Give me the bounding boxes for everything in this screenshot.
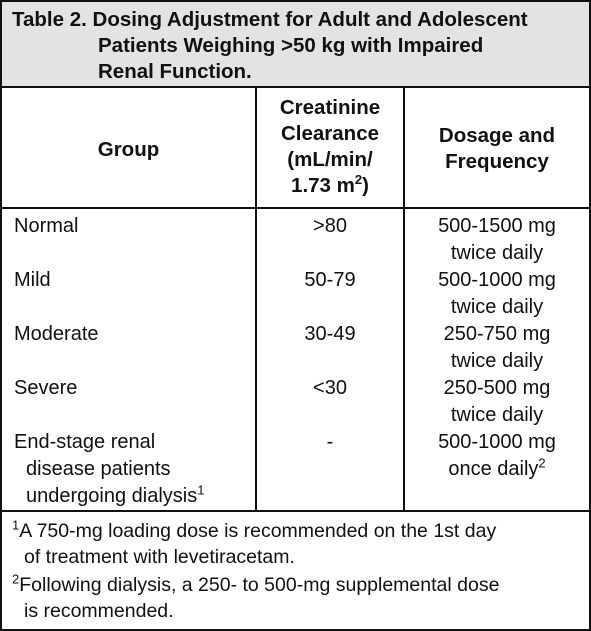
column-divider-1 (255, 88, 257, 510)
footnote-2-line-1: 2Following dialysis, a 250- to 500-mg su… (12, 572, 499, 598)
footnote-2-mark: 2 (12, 571, 20, 587)
header-clearance: Creatinine Clearance (mL/min/ 1.73 m2) (257, 95, 403, 199)
header-clearance-line-1: Creatinine (279, 96, 381, 119)
row-mild-clearance: 50-79 (304, 269, 356, 291)
row-mild-group: Mild (14, 269, 51, 291)
row-severe-clearance: <30 (313, 377, 347, 399)
title-line-3: Renal Function. (98, 60, 252, 83)
title-line-2: Patients Weighing >50 kg with Impaired (98, 34, 484, 57)
row-mild-dosage: 500-1000 mg twice daily (405, 267, 589, 321)
footnote-1-line-2: of treatment with levetiracetam. (24, 546, 295, 568)
footnote-rule (2, 510, 589, 512)
header-clearance-line-3: (mL/min/ (287, 148, 373, 171)
header-clearance-unit: 1.73 m (291, 174, 355, 197)
header-dosage-line-1: Dosage and (438, 124, 556, 147)
footnote-2-line-2: is recommended. (24, 600, 174, 622)
footnote-2-line-1-text: Following dialysis, a 250- to 500-mg sup… (19, 574, 500, 596)
row-endstage-clearance: - (326, 431, 334, 453)
row-normal-group: Normal (14, 215, 79, 237)
row-endstage-dosage-line-2: once daily2 (405, 456, 589, 483)
row-normal-dosage-line-1: 500-1500 mg (438, 215, 556, 237)
row-normal-clearance: >80 (313, 215, 347, 237)
row-normal-dosage: 500-1500 mg twice daily (405, 213, 589, 267)
header-dosage: Dosage and Frequency (405, 123, 589, 175)
row-severe-group: Severe (14, 377, 78, 399)
header-clearance-close: ) (362, 174, 369, 197)
header-group: Group (97, 138, 160, 161)
row-moderate-dosage-line-1: 250-750 mg (443, 323, 551, 345)
row-severe-dosage-line-1: 250-500 mg (443, 377, 551, 399)
row-moderate-group: Moderate (14, 323, 99, 345)
row-moderate-clearance: 30-49 (304, 323, 356, 345)
footnote-1-line-1-text: A 750-mg loading dose is recommended on … (19, 520, 497, 542)
row-endstage-dosage-line-2-text: once daily (448, 458, 539, 480)
row-endstage-group-line-3-text: undergoing dialysis (26, 485, 198, 507)
table-title: Table 2. Dosing Adjustment for Adult and… (2, 2, 589, 88)
row-endstage-dosage: 500-1000 mg once daily2 (405, 429, 589, 483)
row-moderate-dosage-line-2: twice daily (450, 350, 544, 372)
footnote-1-line-1: 1A 750-mg loading dose is recommended on… (12, 518, 496, 544)
header-dosage-line-2: Frequency (445, 150, 549, 173)
row-normal-dosage-line-2: twice daily (450, 242, 544, 264)
row-endstage-group-line-2: disease patients (26, 458, 171, 480)
row-endstage-group-footnote-mark: 1 (197, 482, 205, 498)
title-line-1: Table 2. Dosing Adjustment for Adult and… (12, 8, 528, 31)
row-endstage-group: End-stage renal disease patients undergo… (14, 429, 204, 510)
header-clearance-exponent: 2 (354, 172, 363, 188)
row-mild-dosage-line-1: 500-1000 mg (438, 269, 556, 291)
row-severe-dosage-line-2: twice daily (450, 404, 544, 426)
header-clearance-line-4: 1.73 m2) (257, 173, 403, 199)
footnote-1: 1A 750-mg loading dose is recommended on… (12, 518, 496, 570)
header-rule (2, 207, 589, 209)
row-severe-dosage: 250-500 mg twice daily (405, 375, 589, 429)
row-endstage-group-line-1: End-stage renal (14, 431, 156, 453)
row-mild-dosage-line-2: twice daily (450, 296, 544, 318)
row-endstage-group-line-3: undergoing dialysis1 (14, 483, 204, 510)
footnote-1-mark: 1 (12, 517, 20, 533)
row-endstage-dosage-footnote-mark: 2 (538, 455, 546, 471)
header-clearance-line-2: Clearance (280, 122, 379, 145)
row-endstage-dosage-line-1: 500-1000 mg (438, 431, 556, 453)
footnote-2: 2Following dialysis, a 250- to 500-mg su… (12, 572, 499, 624)
row-moderate-dosage: 250-750 mg twice daily (405, 321, 589, 375)
column-divider-2 (403, 88, 405, 510)
